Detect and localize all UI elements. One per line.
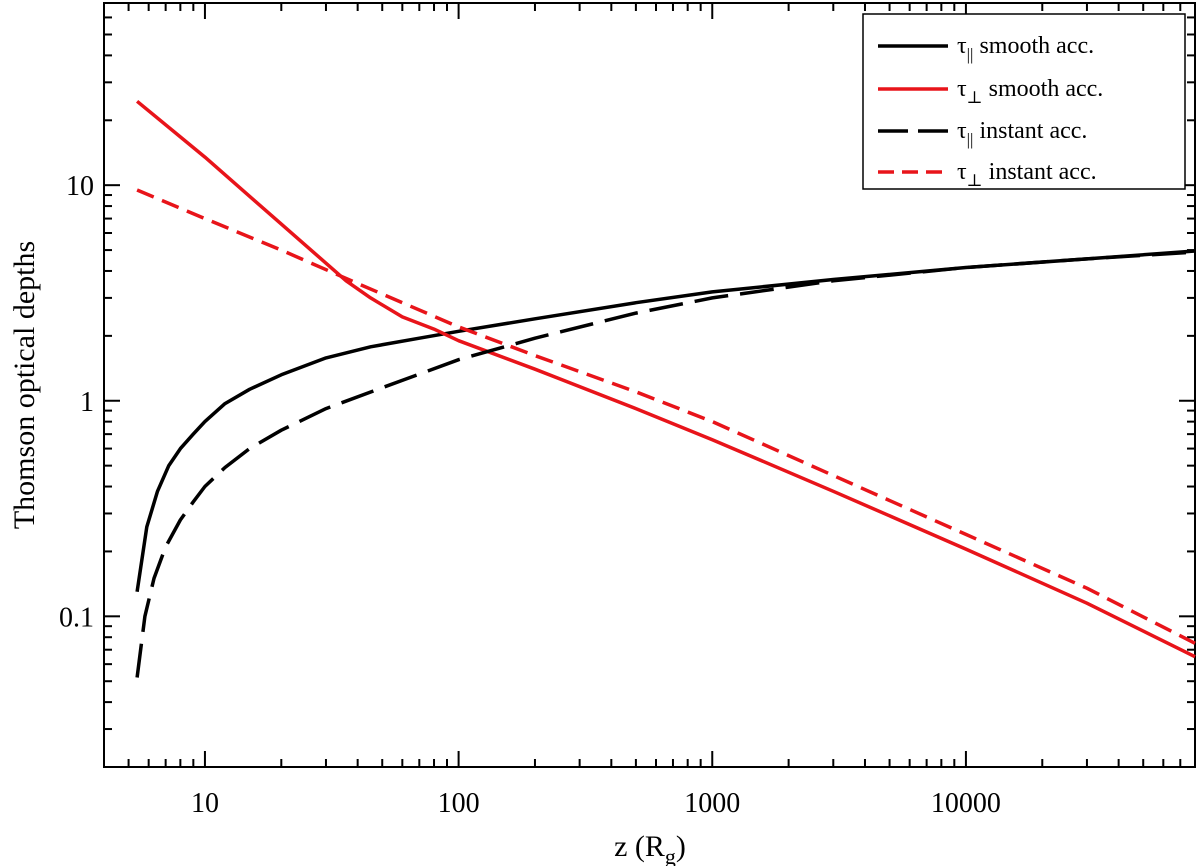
legend-label-2: τ|| instant acc.	[957, 118, 1087, 149]
series-line-0	[135, 249, 1196, 593]
legend-label-3: τ⊥ instant acc.	[957, 159, 1097, 190]
legend-label-0: τ|| smooth acc.	[957, 33, 1094, 64]
y-tick-label: 10	[66, 171, 94, 202]
y-axis-title: Thomson optical depths	[8, 241, 41, 529]
x-tick-label: 100	[438, 788, 480, 819]
legend-box	[862, 13, 1186, 190]
x-tick-label: 10000	[931, 788, 1001, 819]
series-line-1	[135, 99, 1196, 659]
legend-label-1: τ⊥ smooth acc.	[957, 76, 1103, 107]
series-line-3	[136, 188, 1196, 645]
y-tick-label: 0.1	[59, 602, 94, 633]
x-tick-label: 1000	[684, 788, 740, 819]
series-line-2	[135, 250, 1196, 678]
legend: τ|| smooth acc. τ⊥ smooth acc. τ|| instant…	[862, 13, 1186, 190]
y-tick-label: 1	[80, 387, 94, 418]
x-axis-title: z (Rg)	[614, 830, 686, 866]
series-lines	[135, 99, 1196, 678]
tick-labels: 10 100 1000 10000 0.1 1 10	[59, 171, 1001, 819]
axis-ticks	[103, 2, 1196, 768]
x-tick-label: 10	[191, 788, 219, 819]
